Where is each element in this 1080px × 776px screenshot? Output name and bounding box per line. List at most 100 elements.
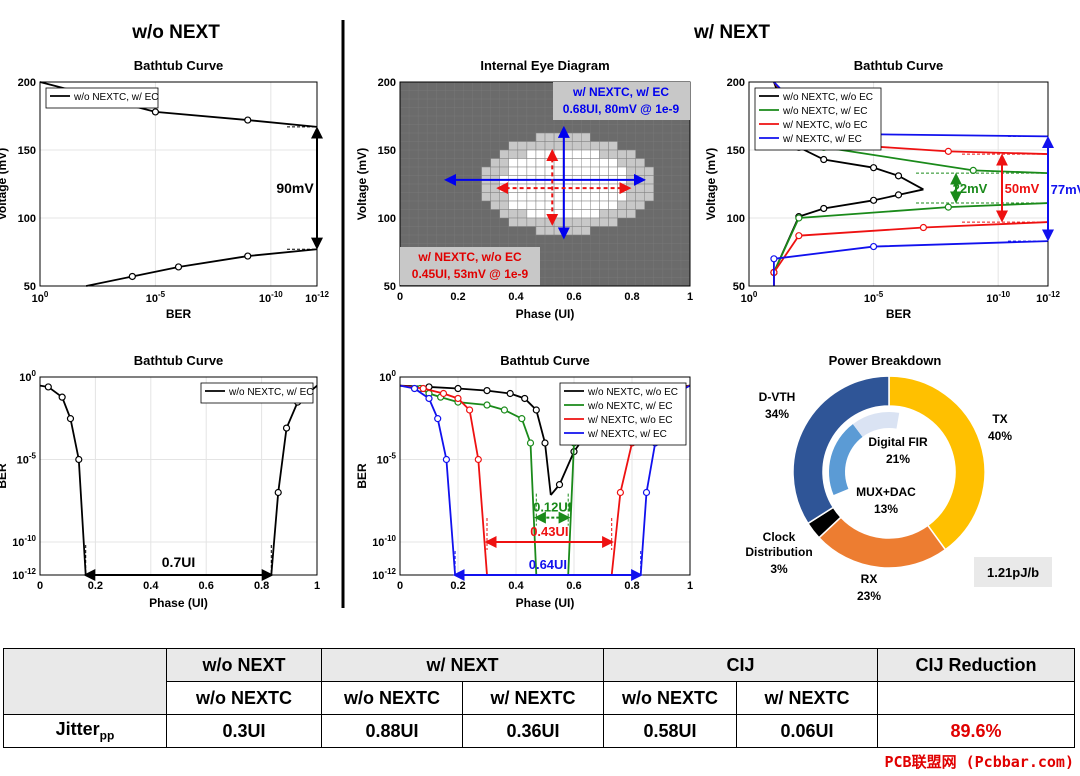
eye-cell bbox=[644, 192, 654, 202]
y-tick-label: 200 bbox=[378, 77, 396, 89]
data-point bbox=[483, 386, 491, 395]
eye-cell bbox=[553, 141, 564, 151]
eye-cell bbox=[526, 166, 537, 176]
x-tick-label: 1 bbox=[687, 291, 693, 303]
eye-cell bbox=[599, 209, 609, 219]
table-row-label: Jitterpp bbox=[3, 714, 167, 748]
pie-percent: 23% bbox=[857, 589, 881, 603]
pie-inner-percent: 21% bbox=[886, 452, 910, 466]
eye-cell bbox=[490, 200, 500, 210]
y-tick-label: 150 bbox=[727, 145, 745, 157]
eye-cell bbox=[508, 166, 519, 176]
x-axis-label: Phase (UI) bbox=[516, 596, 575, 610]
eye-cell bbox=[517, 149, 528, 159]
x-tick-label: 0.6 bbox=[566, 291, 581, 303]
table-sub-header: w/ NEXTC bbox=[736, 681, 878, 715]
legend-label: w/o NEXTC, w/o EC bbox=[782, 92, 873, 103]
y-axis-label: Voltage (mV) bbox=[0, 148, 9, 220]
data-point bbox=[500, 406, 508, 414]
eye-cell bbox=[571, 141, 582, 151]
eye-cell bbox=[499, 200, 509, 210]
pie-inner-slice bbox=[829, 424, 863, 496]
x-tick-label: 0.8 bbox=[624, 291, 639, 303]
eye-cell bbox=[608, 158, 618, 168]
data-point bbox=[869, 196, 878, 204]
pie-slice bbox=[792, 375, 890, 525]
y-tick-label: 10-12 bbox=[372, 567, 396, 582]
eye-cell bbox=[553, 200, 564, 210]
pie-label: Clock bbox=[763, 530, 796, 544]
eye-cell bbox=[635, 192, 645, 202]
x-tick-label: 0.8 bbox=[254, 580, 269, 592]
eye-cell bbox=[626, 149, 636, 159]
pie-label: RX bbox=[861, 572, 878, 586]
eye-cell bbox=[581, 149, 591, 159]
y-tick-label: 10-12 bbox=[12, 567, 36, 582]
eye-cell bbox=[590, 158, 600, 168]
pie-label: Distribution bbox=[745, 545, 812, 559]
pie-percent: 34% bbox=[765, 407, 789, 421]
data-point bbox=[419, 384, 427, 393]
eye-cell bbox=[581, 217, 591, 227]
data-point bbox=[894, 191, 903, 199]
data-point bbox=[244, 252, 252, 260]
chart-title: Internal Eye Diagram bbox=[480, 58, 609, 73]
eye-cell bbox=[535, 226, 546, 236]
eye-cell bbox=[599, 166, 609, 176]
x-tick-label: 0.2 bbox=[450, 291, 465, 303]
data-point bbox=[58, 393, 66, 401]
table-sub-header: w/o NEXTC bbox=[603, 681, 737, 715]
data-point bbox=[526, 439, 535, 447]
total-box bbox=[974, 557, 1052, 587]
data-point bbox=[454, 394, 462, 403]
x-tick-label: 10-10 bbox=[986, 290, 1010, 305]
y-tick-label: 100 bbox=[18, 213, 36, 225]
eye-cell bbox=[608, 200, 618, 210]
table-cell: 0.36UI bbox=[462, 714, 604, 748]
eye-cell bbox=[535, 166, 546, 176]
eye-cell bbox=[571, 209, 582, 219]
table-corner-cell bbox=[3, 648, 167, 715]
x-tick-label: 0.6 bbox=[566, 580, 581, 592]
eye-cell bbox=[490, 183, 500, 193]
pie-slice bbox=[888, 375, 986, 551]
section-title-right: w/ NEXT bbox=[693, 22, 770, 43]
eye-cell bbox=[571, 226, 582, 236]
y-tick-label: 10-5 bbox=[377, 452, 397, 467]
data-point bbox=[274, 488, 282, 497]
eye-cell bbox=[599, 192, 609, 202]
table-cell: 0.3UI bbox=[166, 714, 322, 748]
table-cell-reduction: 89.6% bbox=[877, 714, 1075, 748]
data-point bbox=[151, 108, 160, 116]
eye-cell bbox=[581, 141, 591, 151]
eye-cell bbox=[526, 209, 537, 219]
eye-cell bbox=[535, 200, 546, 210]
data-point bbox=[483, 401, 491, 409]
eye-cell bbox=[581, 166, 591, 176]
eye-cell bbox=[544, 141, 555, 151]
table-header-cij: CIJ bbox=[603, 648, 878, 682]
eye-cell bbox=[581, 158, 591, 168]
eye-cell bbox=[508, 149, 519, 159]
eye-cell bbox=[553, 209, 564, 219]
eye-cell bbox=[590, 217, 600, 227]
eye-cell bbox=[581, 200, 591, 210]
y-axis-label: BER bbox=[355, 463, 369, 489]
chart-title: Power Breakdown bbox=[829, 353, 942, 368]
data-point bbox=[541, 439, 549, 447]
x-axis-label: BER bbox=[166, 307, 192, 321]
y-tick-label: 10-5 bbox=[17, 452, 37, 467]
jitter-table: w/o NEXT w/ NEXT CIJ CIJ Reduction w/o N… bbox=[3, 648, 1075, 748]
legend-label: w/o NEXTC, w/ EC bbox=[782, 106, 867, 117]
eye-cell bbox=[526, 149, 537, 159]
legend-box bbox=[45, 87, 159, 109]
eye-cell bbox=[490, 158, 500, 168]
annotation-label: 90mV bbox=[276, 180, 314, 196]
eye-cell bbox=[644, 175, 654, 185]
table-cell: 0.06UI bbox=[736, 714, 878, 748]
data-point bbox=[795, 214, 803, 222]
data-point bbox=[795, 232, 803, 240]
table-sub-header: w/o NEXTC bbox=[321, 681, 463, 715]
pie-slice bbox=[817, 516, 947, 569]
